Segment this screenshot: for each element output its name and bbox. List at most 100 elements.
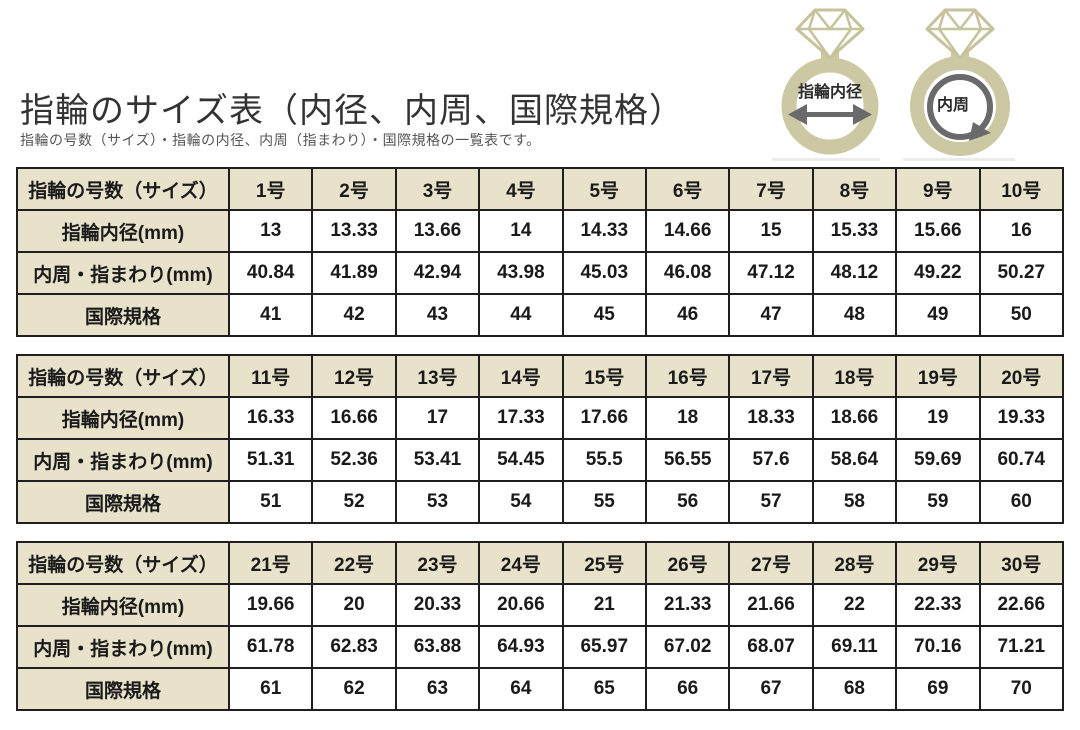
value-cell: 17.66 xyxy=(561,396,647,440)
table-row: 指輪内径(mm) 16.33 16.66 17 17.33 17.66 18 18.33 18.… xyxy=(16,396,1065,440)
size-header-cell: 15号 xyxy=(561,354,647,398)
value-cell: 18.66 xyxy=(811,396,898,440)
value-cell: 13.66 xyxy=(394,209,481,253)
value-cell: 67 xyxy=(728,667,814,711)
ring-size-table-2: 指輪の号数（サイズ） 11号 12号 13号 14号 15号 16号 17号 18号 19号 20号… xyxy=(16,354,1065,524)
row-label-cell: 内周・指まわり(mm) xyxy=(16,625,230,669)
row-label-cell: 国際規格 xyxy=(16,293,230,337)
size-header-cell: 6号 xyxy=(644,167,731,211)
value-cell: 65 xyxy=(561,667,647,711)
value-cell: 65.97 xyxy=(561,625,647,669)
value-cell: 60.74 xyxy=(978,438,1065,482)
value-cell: 16.33 xyxy=(227,396,314,440)
value-cell: 17 xyxy=(394,396,481,440)
value-cell: 19.33 xyxy=(978,396,1065,440)
value-cell: 50.27 xyxy=(978,251,1065,295)
value-cell: 16.66 xyxy=(311,396,397,440)
value-cell: 51 xyxy=(227,480,314,524)
value-cell: 55.5 xyxy=(561,438,647,482)
value-cell: 21.33 xyxy=(644,583,731,627)
size-header-cell: 23号 xyxy=(394,541,481,585)
table-row: 指輪内径(mm) 19.66 20 20.33 20.66 21 21.33 21.66 22 2… xyxy=(16,583,1065,627)
inner-diameter-ring-diagram: 指輪内径 xyxy=(781,8,879,155)
value-cell: 63 xyxy=(394,667,481,711)
size-header-cell: 14号 xyxy=(478,354,564,398)
value-cell: 68.07 xyxy=(728,625,814,669)
ring-size-table-1: 指輪の号数（サイズ） 1号 2号 3号 4号 5号 6号 7号 8号 9号 10号 指輪内径(mm) 1… xyxy=(16,167,1065,337)
size-header-cell: 4号 xyxy=(478,167,564,211)
row-label-cell: 内周・指まわり(mm) xyxy=(16,438,230,482)
value-cell: 58 xyxy=(811,480,898,524)
row-label-cell: 国際規格 xyxy=(16,667,230,711)
value-cell: 49 xyxy=(895,293,981,337)
size-header-cell: 20号 xyxy=(978,354,1065,398)
row-label-cell: 指輪内径(mm) xyxy=(16,396,230,440)
value-cell: 53.41 xyxy=(394,438,481,482)
ring-band-icon xyxy=(781,57,879,155)
value-cell: 45 xyxy=(561,293,647,337)
size-header-cell: 26号 xyxy=(644,541,731,585)
value-cell: 41.89 xyxy=(311,251,397,295)
ring-shadow-left xyxy=(772,158,880,161)
size-header-cell: 9号 xyxy=(895,167,981,211)
table-row: 指輪の号数（サイズ） 21号 22号 23号 24号 25号 26号 27号 28号 29号 30号 xyxy=(16,541,1065,585)
row-label-cell: 国際規格 xyxy=(16,480,230,524)
value-cell: 47.12 xyxy=(728,251,814,295)
value-cell: 40.84 xyxy=(227,251,314,295)
value-cell: 59 xyxy=(895,480,981,524)
size-header-cell: 27号 xyxy=(728,541,814,585)
table-row: 国際規格 41 42 43 44 45 46 47 48 49 50 xyxy=(16,293,1065,337)
value-cell: 21.66 xyxy=(728,583,814,627)
value-cell: 13 xyxy=(227,209,314,253)
value-cell: 57.6 xyxy=(728,438,814,482)
double-arrow-icon xyxy=(788,104,872,125)
row-label-cell: 指輪の号数（サイズ） xyxy=(16,354,230,398)
value-cell: 22.33 xyxy=(895,583,981,627)
size-header-cell: 8号 xyxy=(811,167,898,211)
value-cell: 49.22 xyxy=(895,251,981,295)
diamond-icon xyxy=(925,8,995,60)
value-cell: 54 xyxy=(478,480,564,524)
size-header-cell: 24号 xyxy=(478,541,564,585)
ring-size-table-3: 指輪の号数（サイズ） 21号 22号 23号 24号 25号 26号 27号 28号 29号 30号… xyxy=(16,541,1065,711)
size-header-cell: 16号 xyxy=(644,354,731,398)
value-cell: 69 xyxy=(895,667,981,711)
value-cell: 20.33 xyxy=(394,583,481,627)
value-cell: 56 xyxy=(644,480,731,524)
value-cell: 42 xyxy=(311,293,397,337)
value-cell: 67.02 xyxy=(644,625,731,669)
value-cell: 14.66 xyxy=(644,209,731,253)
value-cell: 59.69 xyxy=(895,438,981,482)
value-cell: 60 xyxy=(978,480,1065,524)
table-row: 指輪の号数（サイズ） 11号 12号 13号 14号 15号 16号 17号 18号 19号 20号 xyxy=(16,354,1065,398)
value-cell: 56.55 xyxy=(644,438,731,482)
row-label-cell: 指輪内径(mm) xyxy=(16,209,230,253)
table-row: 国際規格 61 62 63 64 65 66 67 68 69 70 xyxy=(16,667,1065,711)
size-header-cell: 19号 xyxy=(895,354,981,398)
value-cell: 20 xyxy=(311,583,397,627)
value-cell: 21 xyxy=(561,583,647,627)
size-header-cell: 7号 xyxy=(728,167,814,211)
value-cell: 13.33 xyxy=(311,209,397,253)
value-cell: 15 xyxy=(728,209,814,253)
value-cell: 43.98 xyxy=(478,251,564,295)
value-cell: 69.11 xyxy=(811,625,898,669)
size-header-cell: 5号 xyxy=(561,167,647,211)
value-cell: 68 xyxy=(811,667,898,711)
page-subtitle: 指輪の号数（サイズ）・指輪の内径、内周（指まわり）・国際規格の一覧表です。 xyxy=(20,132,541,148)
value-cell: 63.88 xyxy=(394,625,481,669)
value-cell: 15.66 xyxy=(895,209,981,253)
value-cell: 41 xyxy=(227,293,314,337)
value-cell: 70 xyxy=(978,667,1065,711)
table-row: 内周・指まわり(mm) 40.84 41.89 42.94 43.98 45.03 46.0… xyxy=(16,251,1065,295)
value-cell: 19.66 xyxy=(227,583,314,627)
size-header-cell: 25号 xyxy=(561,541,647,585)
value-cell: 61.78 xyxy=(227,625,314,669)
size-header-cell: 1号 xyxy=(227,167,314,211)
value-cell: 71.21 xyxy=(978,625,1065,669)
size-header-cell: 29号 xyxy=(895,541,981,585)
value-cell: 66 xyxy=(644,667,731,711)
value-cell: 62 xyxy=(311,667,397,711)
size-header-cell: 13号 xyxy=(394,354,481,398)
value-cell: 44 xyxy=(478,293,564,337)
